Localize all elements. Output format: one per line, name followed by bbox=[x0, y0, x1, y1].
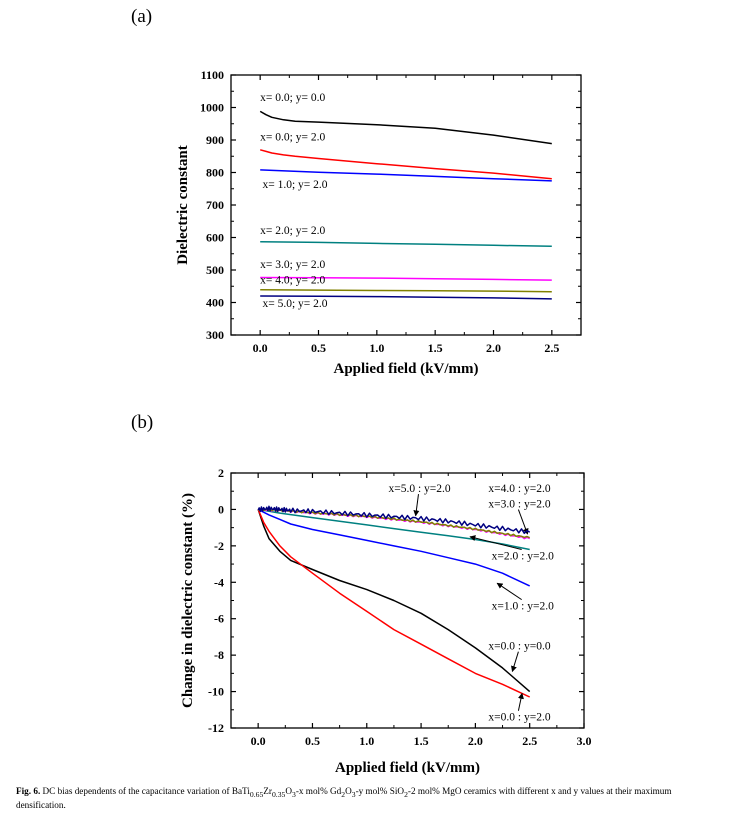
caption-fig-number: Fig. 6. bbox=[16, 786, 41, 796]
series-line bbox=[257, 509, 531, 698]
series-label: x=5.0 : y=2.0 bbox=[388, 483, 450, 495]
series-label: x= 5.0; y= 2.0 bbox=[263, 298, 328, 310]
y-axis-title: Dielectric constant bbox=[175, 145, 191, 265]
series-label: x= 2.0; y= 2.0 bbox=[260, 225, 325, 237]
series-label: x=0.0 : y=2.0 bbox=[488, 712, 550, 724]
series-line bbox=[258, 508, 530, 551]
label-arrow bbox=[517, 509, 529, 535]
y-tick-label: -12 bbox=[208, 721, 224, 735]
panel-b-label: (b) bbox=[131, 412, 154, 433]
series-line bbox=[260, 169, 552, 182]
x-axis-title: Applied field (kV/mm) bbox=[333, 361, 478, 377]
y-tick-label: -10 bbox=[208, 685, 224, 699]
x-tick-label: 3.0 bbox=[577, 734, 592, 748]
x-tick-label: 0.5 bbox=[311, 341, 326, 355]
series-label: x= 0.0; y= 2.0 bbox=[260, 132, 325, 144]
series-label: x= 0.0; y= 0.0 bbox=[260, 92, 325, 104]
x-tick-label: 1.5 bbox=[414, 734, 429, 748]
series-line bbox=[260, 240, 552, 248]
chart-panel-a: 0.0 0.5 1.0 1.5 2.0 2.5 300 400 500 600 700 800 900 1… bbox=[175, 68, 582, 377]
series-line bbox=[259, 110, 552, 145]
panel-a-label: (a) bbox=[131, 6, 153, 27]
y-tick-label: 700 bbox=[206, 198, 224, 212]
y-axis-title: Change in dielectric constant (%) bbox=[180, 493, 196, 708]
x-tick-label: 1.5 bbox=[428, 341, 443, 355]
y-tick-label: 2 bbox=[218, 466, 224, 480]
series-label: x=0.0 : y=0.0 bbox=[488, 641, 550, 653]
series-line bbox=[257, 507, 531, 539]
y-tick-label: 400 bbox=[206, 296, 224, 310]
figure-caption: Fig. 6. DC bias dependents of the capaci… bbox=[16, 786, 716, 811]
series-line bbox=[257, 505, 531, 535]
series-label: x=1.0 : y=2.0 bbox=[492, 601, 554, 613]
x-tick-label: 0.0 bbox=[251, 734, 266, 748]
chart-panel-b: 0.0 0.5 1.0 1.5 2.0 2.5 3.0 -12 -10 -8 -6 -4 -2 0 2 App… bbox=[180, 466, 592, 776]
label-arrow bbox=[413, 494, 420, 517]
label-arrow bbox=[469, 535, 522, 551]
y-tick-label: 500 bbox=[206, 263, 224, 277]
series-line bbox=[257, 508, 531, 540]
series-label: x=4.0 : y=2.0 bbox=[488, 483, 550, 495]
series-line bbox=[260, 295, 552, 300]
series-line bbox=[257, 508, 531, 587]
series-label: x=2.0 : y=2.0 bbox=[492, 551, 554, 563]
caption-text: DC bias dependents of the capacitance va… bbox=[16, 786, 672, 810]
y-tick-label: 600 bbox=[206, 231, 224, 245]
y-tick-label: 1100 bbox=[201, 68, 224, 82]
x-tick-label: 2.5 bbox=[522, 734, 537, 748]
x-tick-label: 2.0 bbox=[486, 341, 501, 355]
series-label: x=3.0 : y=2.0 bbox=[488, 499, 550, 511]
x-tick-label: 0.5 bbox=[305, 734, 320, 748]
x-axis-title: Applied field (kV/mm) bbox=[335, 760, 480, 776]
series-label: x= 4.0; y= 2.0 bbox=[260, 275, 325, 287]
y-tick-label: -2 bbox=[214, 539, 224, 553]
y-tick-label: 800 bbox=[206, 166, 224, 180]
x-tick-label: 2.5 bbox=[544, 341, 559, 355]
y-tick-label: -4 bbox=[214, 575, 224, 589]
series-line bbox=[260, 289, 552, 293]
series-line bbox=[260, 276, 552, 281]
series-label: x= 3.0; y= 2.0 bbox=[260, 259, 325, 271]
x-tick-label: 1.0 bbox=[359, 734, 374, 748]
series-line bbox=[260, 149, 552, 180]
y-tick-label: -8 bbox=[214, 648, 224, 662]
label-arrow bbox=[517, 692, 524, 711]
y-tick-label: 1000 bbox=[200, 101, 224, 115]
y-tick-label: 900 bbox=[206, 133, 224, 147]
y-tick-label: 300 bbox=[206, 328, 224, 342]
label-arrow bbox=[511, 651, 519, 673]
y-tick-label: -6 bbox=[214, 612, 224, 626]
y-tick-label: 0 bbox=[218, 502, 224, 516]
series-label: x= 1.0; y= 2.0 bbox=[263, 179, 328, 191]
series-line bbox=[257, 509, 531, 693]
x-tick-label: 2.0 bbox=[468, 734, 483, 748]
x-tick-label: 1.0 bbox=[369, 341, 384, 355]
label-arrow bbox=[496, 582, 522, 601]
x-tick-label: 0.0 bbox=[253, 341, 268, 355]
